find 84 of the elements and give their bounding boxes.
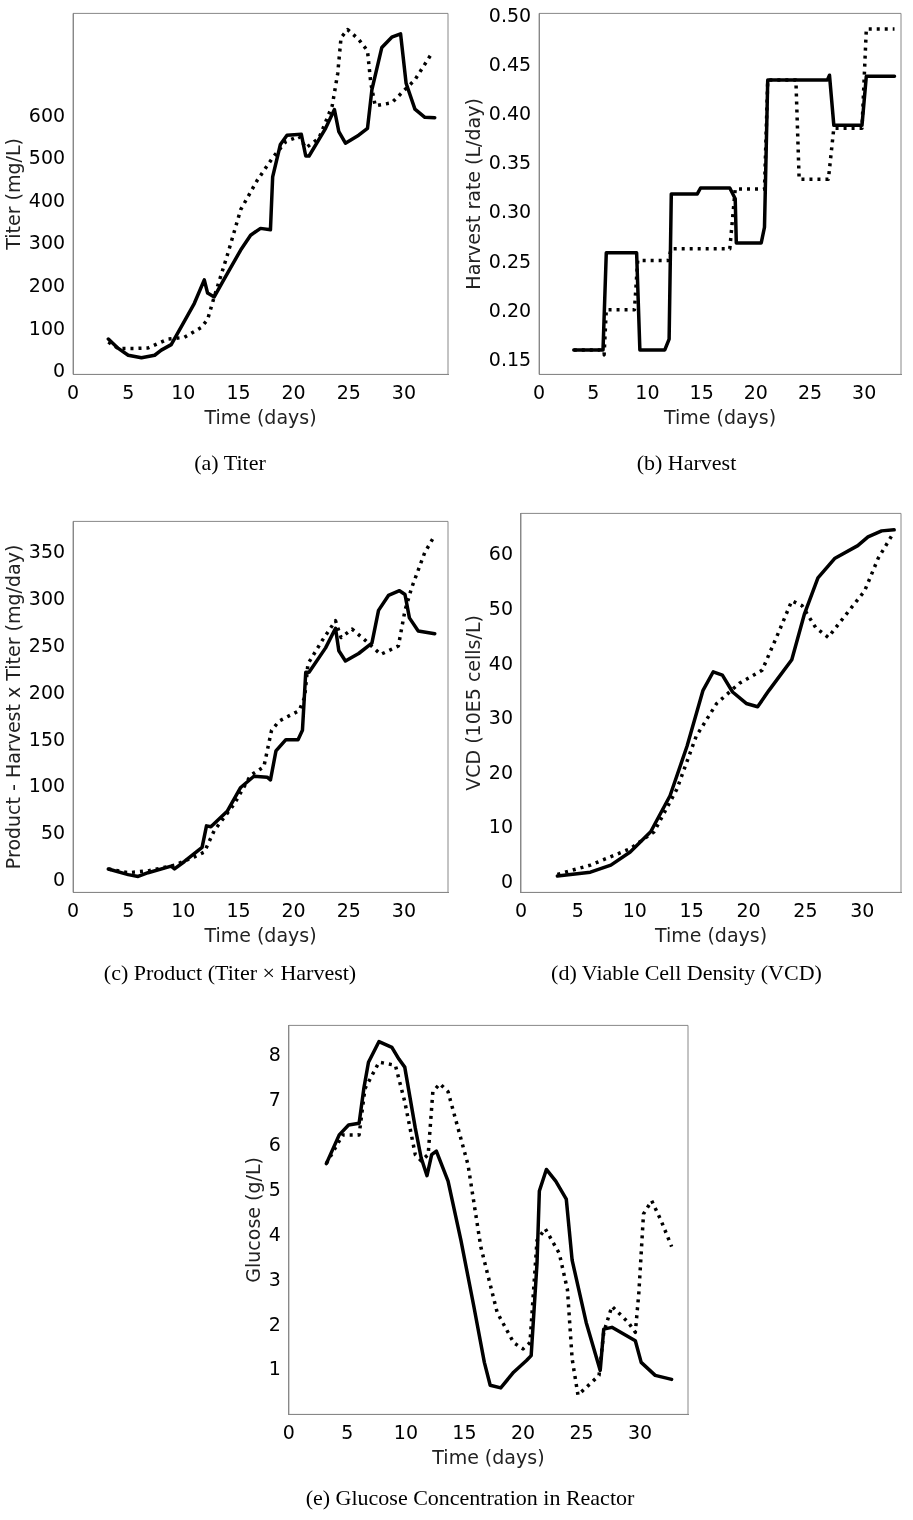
y-tick-label: 20 bbox=[488, 760, 513, 783]
y-tick-label: 300 bbox=[28, 587, 66, 610]
x-tick-label: 10 bbox=[171, 380, 196, 403]
y-axis-title: VCD (10E5 cells/L) bbox=[462, 615, 485, 791]
y-tick-label: 7 bbox=[268, 1088, 281, 1111]
x-tick-label: 15 bbox=[689, 380, 714, 403]
x-tick-label: 5 bbox=[587, 380, 600, 403]
y-tick-label: 0.50 bbox=[488, 4, 532, 27]
y-tick-label: 0.25 bbox=[488, 249, 532, 272]
x-tick-label: 10 bbox=[393, 1420, 419, 1443]
x-tick-label: 10 bbox=[171, 898, 196, 921]
x-axis-title: Time (days) bbox=[203, 923, 317, 946]
y-tick-label: 0 bbox=[52, 359, 66, 382]
x-tick-label: 30 bbox=[391, 898, 416, 921]
x-tick-label: 5 bbox=[341, 1420, 354, 1443]
y-tick-label: 30 bbox=[488, 706, 513, 729]
x-tick-label: 15 bbox=[679, 898, 704, 921]
y-tick-label: 50 bbox=[488, 597, 513, 619]
x-axis-title: Time (days) bbox=[653, 923, 768, 946]
y-tick-label: 0.35 bbox=[488, 151, 532, 174]
x-tick-label: 0 bbox=[282, 1420, 295, 1443]
text: (d) Viable Cell Density (VCD) bbox=[550, 960, 823, 986]
x-tick-label: 20 bbox=[743, 380, 768, 403]
y-tick-label: 0.20 bbox=[488, 298, 532, 321]
x-tick-label: 30 bbox=[391, 380, 416, 403]
x-tick-label: 0 bbox=[67, 898, 80, 921]
x-tick-label: 5 bbox=[122, 898, 135, 921]
y-tick-label: 100 bbox=[28, 316, 66, 339]
x-axis-title: Time (days) bbox=[203, 405, 317, 428]
x-tick-label: 15 bbox=[226, 898, 251, 921]
y-tick-label: 0.15 bbox=[488, 347, 532, 370]
y-tick-label: 5 bbox=[268, 1177, 281, 1200]
y-tick-label: 3 bbox=[268, 1267, 281, 1290]
y-tick-label: 500 bbox=[28, 146, 66, 169]
x-tick-label: 25 bbox=[793, 898, 818, 921]
y-tick-label: 300 bbox=[28, 231, 66, 254]
y-tick-label: 0 bbox=[500, 870, 513, 893]
x-tick-label: 15 bbox=[452, 1420, 477, 1443]
y-tick-label: 200 bbox=[28, 274, 66, 297]
x-tick-label: 25 bbox=[336, 380, 361, 403]
y-tick-label: 350 bbox=[28, 540, 66, 563]
text: (c) Product (Titer × Harvest) bbox=[102, 960, 358, 986]
y-tick-label: 0.40 bbox=[488, 102, 532, 125]
y-axis-title: Titer (mg/L) bbox=[2, 138, 25, 251]
y-tick-label: 400 bbox=[28, 188, 66, 211]
y-tick-label: 100 bbox=[28, 774, 66, 797]
x-tick-label: 30 bbox=[627, 1420, 653, 1443]
x-tick-label: 0 bbox=[533, 380, 546, 403]
y-tick-label: 0 bbox=[52, 868, 66, 891]
x-tick-label: 5 bbox=[571, 898, 584, 921]
y-tick-label: 150 bbox=[28, 727, 66, 750]
y-tick-label: 60 bbox=[488, 542, 513, 565]
y-axis-title: Harvest rate (L/day) bbox=[462, 98, 485, 290]
x-tick-label: 25 bbox=[336, 898, 361, 921]
text: (a) Titer bbox=[193, 450, 267, 476]
x-tick-label: 10 bbox=[622, 898, 647, 921]
x-axis-title: Time (days) bbox=[431, 1445, 545, 1468]
x-tick-label: 10 bbox=[635, 380, 660, 403]
x-tick-label: 0 bbox=[67, 380, 80, 403]
x-tick-label: 15 bbox=[226, 380, 251, 403]
x-tick-label: 25 bbox=[569, 1420, 594, 1443]
y-tick-label: 40 bbox=[488, 651, 513, 674]
y-tick-label: 2 bbox=[268, 1312, 281, 1335]
text: (b) Harvest bbox=[635, 450, 738, 476]
y-axis-title: Product - Harvest x Titer (mg/day) bbox=[2, 544, 25, 870]
y-tick-label: 4 bbox=[268, 1222, 281, 1245]
x-tick-label: 5 bbox=[122, 380, 135, 403]
text: (e) Glucose Concentration in Reactor bbox=[304, 1485, 636, 1511]
y-tick-label: 200 bbox=[28, 680, 66, 703]
y-tick-label: 50 bbox=[40, 821, 66, 844]
y-tick-label: 250 bbox=[28, 633, 66, 656]
y-tick-label: 6 bbox=[268, 1133, 281, 1156]
y-tick-label: 1 bbox=[268, 1357, 281, 1380]
y-tick-label: 10 bbox=[488, 815, 513, 838]
y-axis-title: Glucose (g/L) bbox=[242, 1157, 265, 1283]
x-tick-label: 20 bbox=[736, 898, 761, 921]
x-tick-label: 30 bbox=[850, 898, 875, 921]
x-tick-label: 25 bbox=[797, 380, 823, 403]
x-axis-title: Time (days) bbox=[662, 405, 777, 428]
y-tick-label: 600 bbox=[28, 103, 66, 126]
y-tick-label: 8 bbox=[268, 1043, 281, 1066]
y-tick-label: 0.30 bbox=[488, 200, 532, 223]
x-tick-label: 30 bbox=[852, 380, 877, 403]
y-tick-label: 0.45 bbox=[488, 53, 532, 76]
